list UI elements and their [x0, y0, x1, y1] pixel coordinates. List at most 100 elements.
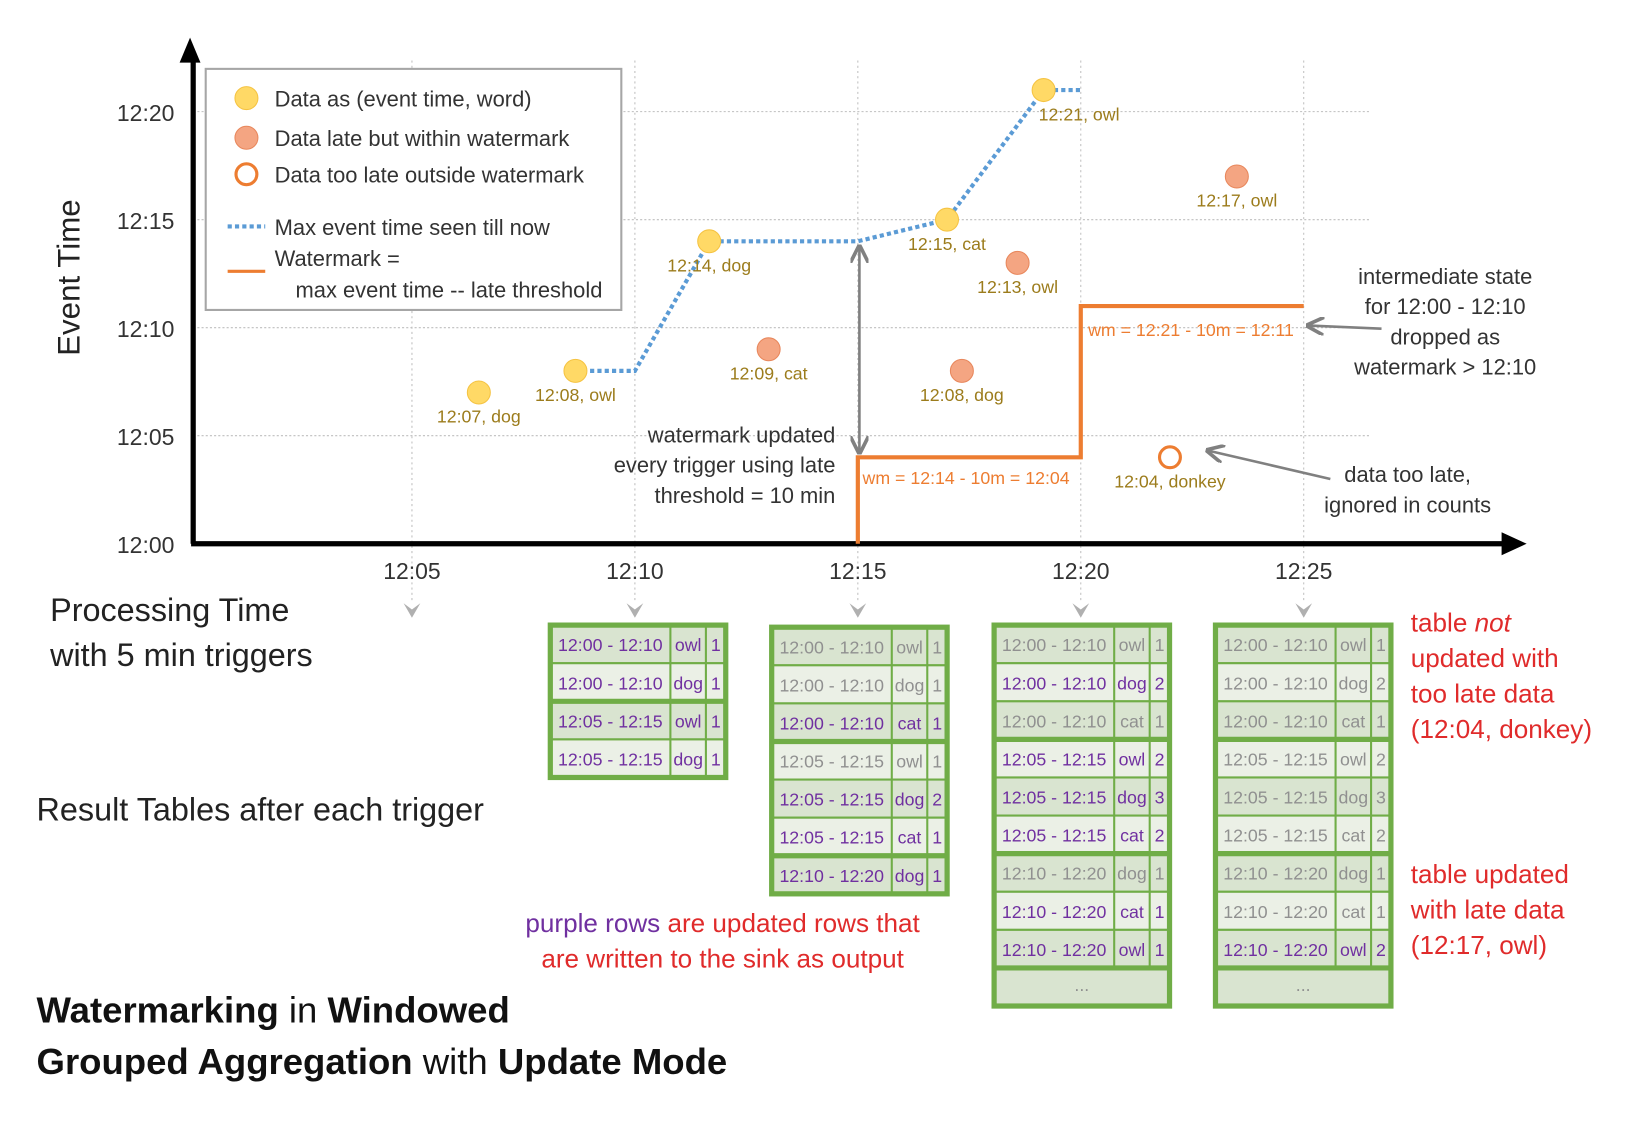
cell-word: owl: [1119, 635, 1146, 655]
note-updated: with late data: [1410, 894, 1565, 924]
table-row: 12:00 - 12:10 cat 1: [993, 700, 1171, 741]
annotation-intermediate-state: watermark > 12:10: [1353, 355, 1536, 380]
table-row: 12:05 - 12:15 dog 3: [993, 776, 1171, 817]
trigger-arrow-icon: [1072, 603, 1090, 618]
title-span: Watermarking: [37, 990, 279, 1031]
table-row-background: [770, 664, 949, 705]
x-axis-arrow-icon: [1501, 532, 1527, 556]
cell-window: 12:00 - 12:10: [779, 637, 884, 657]
cell-count: 3: [1376, 788, 1386, 808]
cell-word: owl: [1340, 635, 1367, 655]
table-row: 12:10 - 12:20 dog 1: [1214, 851, 1392, 893]
cell-word: owl: [1119, 940, 1146, 960]
cell-count: 2: [1376, 826, 1386, 846]
annotation-too-late: ignored in counts: [1324, 492, 1491, 517]
cell-word: cat: [1120, 711, 1144, 731]
cell-window: 12:10 - 12:20: [779, 866, 884, 886]
y-tick-label: 12:15: [117, 208, 174, 234]
point-label: 12:15, cat: [908, 234, 986, 254]
note-text-span: (12:04, donkey): [1411, 714, 1592, 744]
table-border: [1212, 622, 1394, 1009]
cell-count: 1: [932, 828, 942, 848]
legend-label: Data late but within watermark: [275, 126, 570, 151]
result-table-1220: 12:00 - 12:10 owl 112:00 - 12:10 dog 212:00 …: [991, 622, 1173, 1009]
cell-count: 1: [1155, 864, 1165, 884]
too-late-data-point: [1157, 445, 1182, 470]
title-span: Windowed: [328, 990, 510, 1031]
table-row: 12:10 - 12:20 owl 1: [993, 928, 1171, 969]
watermark-line: [855, 304, 1304, 544]
cell-word: owl: [1340, 940, 1367, 960]
y-tick-label: 12:00: [117, 532, 174, 558]
watermark-label: wm = 12:14 - 10m = 12:04: [862, 468, 1070, 488]
note-not-updated: table not: [1411, 607, 1513, 637]
table-row: 12:00 - 12:10 dog 1: [549, 662, 727, 703]
point-label: 12:04, donkey: [1114, 472, 1226, 492]
cell-window: 12:10 - 12:20: [1223, 940, 1328, 960]
legend-late-point-icon: [234, 125, 259, 150]
note-updated: (12:17, owl): [1411, 930, 1547, 960]
cell-window: 12:05 - 12:15: [779, 790, 884, 810]
cell-word: cat: [1120, 826, 1144, 846]
table-row: 12:05 - 12:15 dog 2: [770, 778, 949, 819]
annotation-intermediate-state: dropped as: [1390, 324, 1500, 349]
table-row: 12:05 - 12:15 cat 2: [993, 814, 1171, 855]
note-not-updated: too late data: [1411, 678, 1555, 708]
table-row: 12:00 - 12:10 dog 2: [993, 662, 1171, 703]
caption-purple-span: purple rows: [525, 908, 660, 938]
table-row: 12:10 - 12:20 cat 1: [1214, 890, 1392, 931]
cell-word: cat: [1341, 902, 1365, 922]
cell-count: 1: [1376, 635, 1386, 655]
max-event-time-line: [575, 87, 1081, 373]
cell-count: 1: [1155, 711, 1165, 731]
cell-count: 1: [1376, 902, 1386, 922]
legend-data-point-icon: [234, 86, 259, 111]
cell-count: 1: [711, 711, 721, 731]
table-row: 12:05 - 12:15 dog 1: [549, 738, 727, 779]
legend-label: Data as (event time, word): [275, 86, 532, 111]
table-row: 12:00 - 12:10 owl 1: [770, 626, 949, 667]
result-table-1225: 12:00 - 12:10 owl 112:00 - 12:10 dog 212:00 …: [1212, 622, 1394, 1009]
cell-count: 1: [932, 752, 942, 772]
legend-label: max event time -- late threshold: [296, 277, 603, 302]
table-row: 12:05 - 12:15 cat 1: [770, 816, 949, 857]
cell-window: 12:00 - 12:10: [1002, 711, 1107, 731]
table-row: 12:10 - 12:20 cat 1: [993, 890, 1171, 931]
table-row: 12:05 - 12:15 cat 2: [1214, 814, 1392, 855]
point-label: 12:17, owl: [1196, 191, 1277, 211]
x-axis-label: Processing Time: [50, 592, 289, 628]
late-data-point: [1224, 164, 1249, 189]
cell-word: dog: [895, 790, 925, 810]
point-label: 12:09, cat: [730, 364, 808, 384]
table-row: 12:00 - 12:10 dog 1: [770, 664, 949, 705]
legend-label: Data too late outside watermark: [275, 163, 584, 188]
data-point: [935, 207, 960, 232]
cell-window: 12:00 - 12:10: [1002, 673, 1107, 693]
cell-count: 1: [711, 635, 721, 655]
cell-word: owl: [675, 635, 702, 655]
table-row-background: [1214, 738, 1392, 779]
cell-count: 1: [1376, 864, 1386, 884]
cell-window: 12:00 - 12:10: [1223, 711, 1328, 731]
data-point: [466, 380, 491, 405]
table-row: 12:10 - 12:20 dog 1: [993, 851, 1171, 893]
table-border: [991, 622, 1173, 1009]
cell-count: 1: [932, 675, 942, 695]
cell-window: 12:00 - 12:10: [558, 673, 663, 693]
cell-window: 12:05 - 12:15: [1223, 826, 1328, 846]
x-tick-label: 12:20: [1052, 558, 1109, 584]
cell-count: 1: [932, 866, 942, 886]
cell-word: owl: [1119, 749, 1146, 769]
result-table-1210: 12:00 - 12:10 owl 1 12:00 - 12:10 dog 1 12:05 …: [547, 622, 729, 781]
watermark-label: wm = 12:21 - 10m = 12:11: [1087, 320, 1294, 340]
cell-window: 12:05 - 12:15: [1223, 749, 1328, 769]
cell-word: dog: [1117, 673, 1147, 693]
cell-word: dog: [1117, 788, 1147, 808]
cell-word: dog: [1117, 864, 1147, 884]
y-axis-label: Event Time: [51, 199, 86, 355]
late-data-point: [1005, 250, 1030, 275]
table-row: 12:05 - 12:15 dog 3: [1214, 776, 1392, 817]
cell-word: dog: [673, 673, 703, 693]
cell-window: 12:00 - 12:10: [558, 635, 663, 655]
